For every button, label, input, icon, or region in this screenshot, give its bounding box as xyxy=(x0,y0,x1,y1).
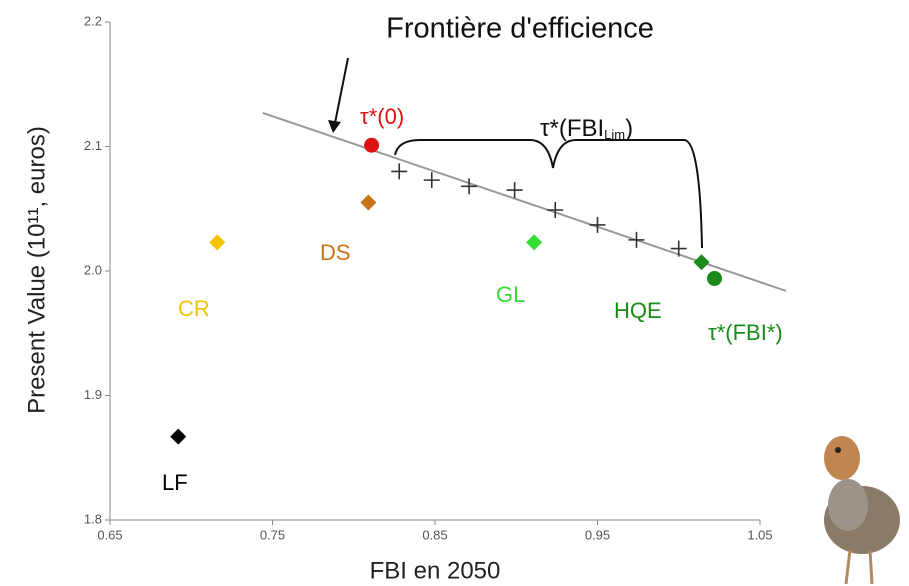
point xyxy=(170,428,187,445)
x-tick-label: 0.95 xyxy=(585,527,610,542)
y-tick-label: 2.1 xyxy=(84,138,102,153)
point xyxy=(209,234,226,251)
point xyxy=(364,137,380,153)
lim-text: τ*(FBI xyxy=(540,115,604,142)
y-tick-label: 1.9 xyxy=(84,387,102,402)
x-tick-label: 0.65 xyxy=(97,527,122,542)
point-label: CR xyxy=(178,296,210,321)
arrow xyxy=(333,57,349,129)
point-label: τ*(0) xyxy=(360,104,404,129)
point xyxy=(628,231,645,248)
chart-title: Frontière d'efficience xyxy=(386,13,654,45)
lim-text: ) xyxy=(625,115,633,142)
y-tick-label: 2.2 xyxy=(84,13,102,28)
brace xyxy=(394,139,703,249)
point xyxy=(707,270,722,286)
point xyxy=(391,163,408,180)
lim-annotation: τ*(FBILim) xyxy=(540,115,633,142)
point xyxy=(670,240,687,257)
point xyxy=(693,254,710,271)
y-tick-label: 1.8 xyxy=(84,511,102,526)
point xyxy=(526,234,543,251)
point xyxy=(461,178,478,195)
point-label: LF xyxy=(162,470,188,495)
lim-sub: Lim xyxy=(604,127,625,142)
point xyxy=(547,201,564,218)
point xyxy=(506,182,523,199)
point-label: τ*(FBI*) xyxy=(708,320,783,345)
bird-illustration xyxy=(824,436,900,585)
arrow-head xyxy=(328,120,341,133)
y-axis-label: Present Value (10¹¹, euros) xyxy=(23,126,50,414)
x-tick-label: 0.75 xyxy=(260,527,285,542)
point-label: DS xyxy=(320,240,351,265)
point-label: HQE xyxy=(614,298,662,323)
point xyxy=(360,194,377,211)
point xyxy=(423,172,440,189)
x-axis-label: FBI en 2050 xyxy=(370,557,501,584)
y-tick-label: 2.0 xyxy=(84,262,102,277)
point xyxy=(589,216,606,233)
x-tick-label: 1.05 xyxy=(747,527,772,542)
x-tick-label: 0.85 xyxy=(422,527,447,542)
point-label: GL xyxy=(496,282,525,307)
